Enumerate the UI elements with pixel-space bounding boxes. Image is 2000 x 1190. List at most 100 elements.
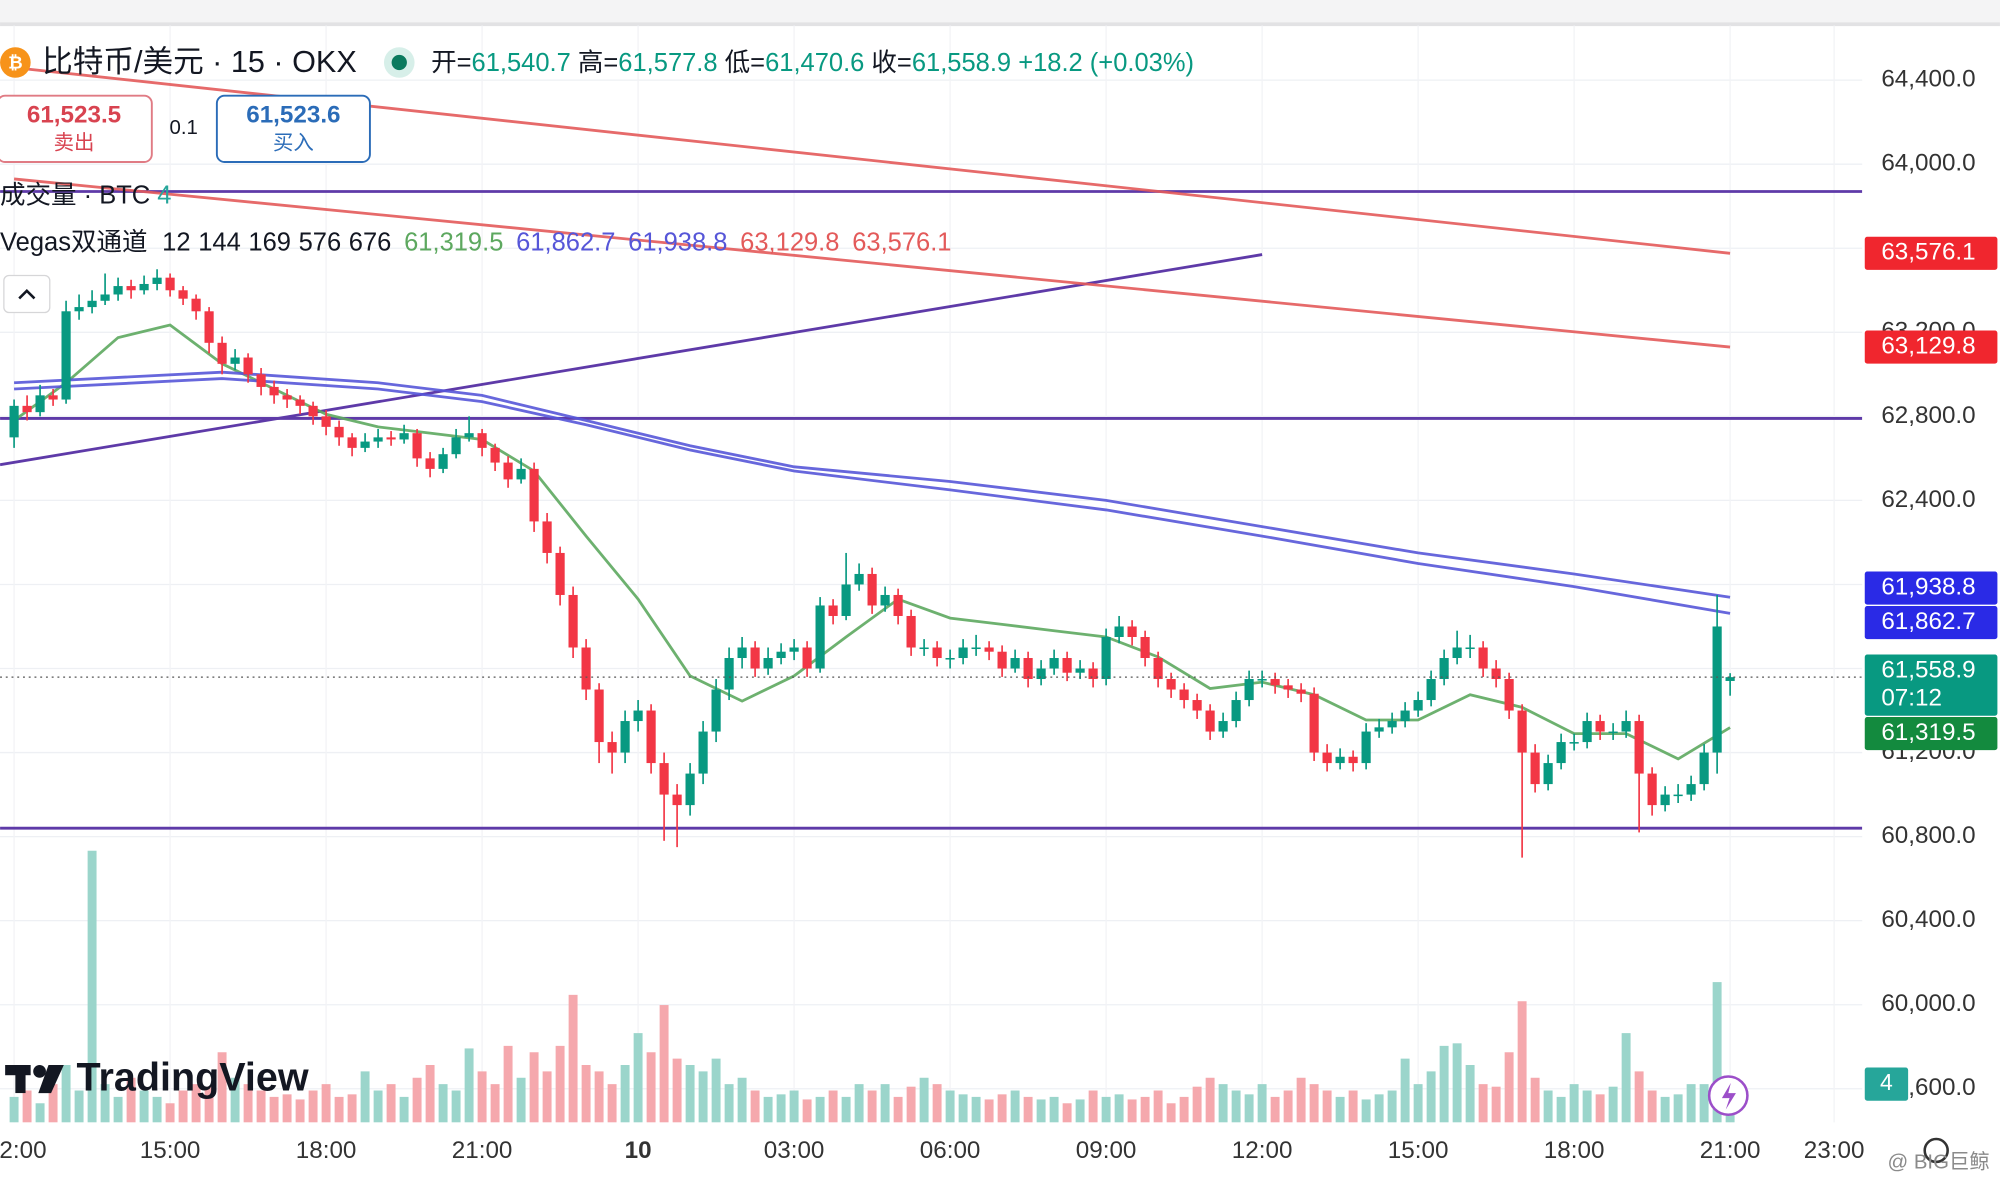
logo-shape: [15, 1065, 26, 1094]
volume-bar: [568, 994, 578, 1123]
candle-body: [1543, 763, 1553, 785]
volume-bar: [750, 1090, 760, 1123]
plot-area: [0, 66, 1863, 1123]
candle-body: [126, 286, 136, 291]
ohlc-value: 61,558.9: [912, 49, 1011, 77]
candle-body: [581, 647, 591, 690]
candle-body: [373, 437, 383, 442]
candle-body: [464, 433, 474, 438]
collapse-button[interactable]: [3, 274, 51, 314]
candle-body: [1673, 794, 1683, 797]
indicator-value: 61,938.8: [628, 228, 727, 256]
volume-bar: [87, 850, 97, 1123]
volume-bar: [9, 1096, 19, 1123]
volume-bar: [724, 1084, 734, 1123]
volume-legend-label: 成交量 · BTC: [0, 181, 150, 209]
volume-bar: [594, 1071, 604, 1123]
x-tick-label: 15:00: [1388, 1137, 1449, 1164]
candle-body: [113, 286, 123, 295]
volume-bar: [737, 1077, 747, 1123]
candle-body: [828, 605, 838, 616]
candle-body: [503, 462, 513, 480]
volume-bar: [1647, 1090, 1657, 1123]
candle-body: [1582, 721, 1592, 743]
indicator-value: 63,576.1: [852, 228, 951, 256]
sell-button[interactable]: [0, 94, 153, 163]
candle-body: [386, 437, 396, 440]
volume-bar: [139, 1090, 149, 1123]
candle-body: [555, 552, 565, 595]
x-tick-label: 2:00: [0, 1137, 47, 1164]
volume-bar: [763, 1096, 773, 1123]
volume-bar: [1387, 1090, 1397, 1123]
candle-body: [1725, 677, 1735, 681]
candle-body: [412, 433, 422, 459]
status-dot: [391, 54, 407, 71]
candle-body: [1049, 658, 1059, 669]
volume-bar: [1218, 1084, 1228, 1123]
candle-body: [685, 773, 695, 806]
volume-bar: [74, 1090, 84, 1123]
volume-bar: [490, 1084, 500, 1123]
volume-bar: [360, 1071, 370, 1123]
volume-bar: [1582, 1090, 1592, 1123]
volume-bar: [1660, 1096, 1670, 1123]
x-tick-label: 15:00: [140, 1137, 201, 1164]
volume-bar: [204, 1086, 214, 1123]
volume-bar: [711, 1058, 721, 1123]
candle-body: [1621, 721, 1631, 732]
candle-body: [516, 468, 526, 480]
volume-bar: [1140, 1096, 1150, 1123]
volume-bar: [1478, 1084, 1488, 1123]
candle-body: [984, 647, 994, 652]
buy-button[interactable]: [215, 94, 371, 163]
y-tick-label: 60,000.0: [1881, 990, 1975, 1017]
btc-icon-glyph: ₿: [8, 52, 23, 72]
candle-body: [945, 658, 955, 660]
candle-body: [1153, 658, 1163, 680]
x-tick-label: 06:00: [920, 1137, 981, 1164]
candle-body: [1335, 756, 1345, 764]
candle-body: [1348, 756, 1358, 764]
price-badge: [1864, 605, 1998, 640]
volume-bar: [685, 1065, 695, 1123]
candle-body: [1387, 721, 1397, 728]
volume-bar: [1634, 1071, 1644, 1123]
order-qty: 0.1: [170, 117, 198, 139]
price-badge: [1864, 716, 1998, 751]
candle-body: [906, 615, 916, 648]
legend: ₿ 比特币/美元 · 15 · OKX 开=61,540.7 高=61,577.…: [0, 45, 1194, 314]
candle-body: [74, 307, 84, 312]
settings-icon[interactable]: [1923, 1137, 1949, 1164]
candle-body: [1179, 689, 1189, 701]
y-tick-label: 64,400.0: [1881, 66, 1975, 93]
candle-body: [1686, 784, 1696, 795]
indicator-param: 144: [198, 228, 241, 256]
volume-bar: [984, 1099, 994, 1123]
candle-body: [672, 794, 682, 806]
candle-body: [620, 721, 630, 753]
candle-body: [867, 573, 877, 606]
indicator-param: 676: [349, 228, 392, 256]
volume-bar: [477, 1071, 487, 1123]
volume-bar: [529, 1052, 539, 1123]
volume-legend-value: 4: [157, 181, 171, 209]
volume-bar: [659, 1005, 669, 1123]
candle-body: [542, 521, 552, 553]
candle-body: [789, 647, 799, 652]
volume-bar: [906, 1086, 916, 1123]
candle-body: [1634, 721, 1644, 774]
volume-bar: [1374, 1094, 1384, 1123]
candle-body: [1374, 727, 1384, 732]
candle-body: [802, 647, 812, 669]
x-tick-label: 21:00: [1700, 1137, 1761, 1164]
volume-bar: [48, 1084, 58, 1123]
candle-body: [35, 395, 45, 413]
volume-bar: [932, 1084, 942, 1123]
y-tick-label: 62,800.0: [1881, 402, 1975, 429]
volume-bar: [152, 1096, 162, 1123]
volume-bar: [438, 1084, 448, 1123]
volume-badge-text: 4: [1880, 1069, 1893, 1095]
candle-body: [607, 742, 617, 753]
